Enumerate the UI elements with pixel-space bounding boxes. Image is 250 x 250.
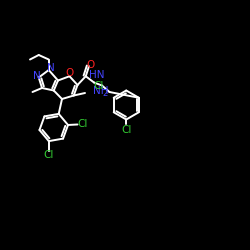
Text: NH: NH <box>93 86 109 96</box>
Text: N: N <box>33 71 41 81</box>
Text: Cl: Cl <box>44 150 54 160</box>
Text: Cl: Cl <box>78 120 88 130</box>
Text: HN: HN <box>88 70 104 80</box>
Text: N: N <box>47 63 54 73</box>
Text: O: O <box>66 68 74 78</box>
Text: Cl: Cl <box>121 125 132 135</box>
Text: 2: 2 <box>102 90 108 98</box>
Text: O: O <box>86 60 94 70</box>
Text: Cl: Cl <box>93 81 104 91</box>
